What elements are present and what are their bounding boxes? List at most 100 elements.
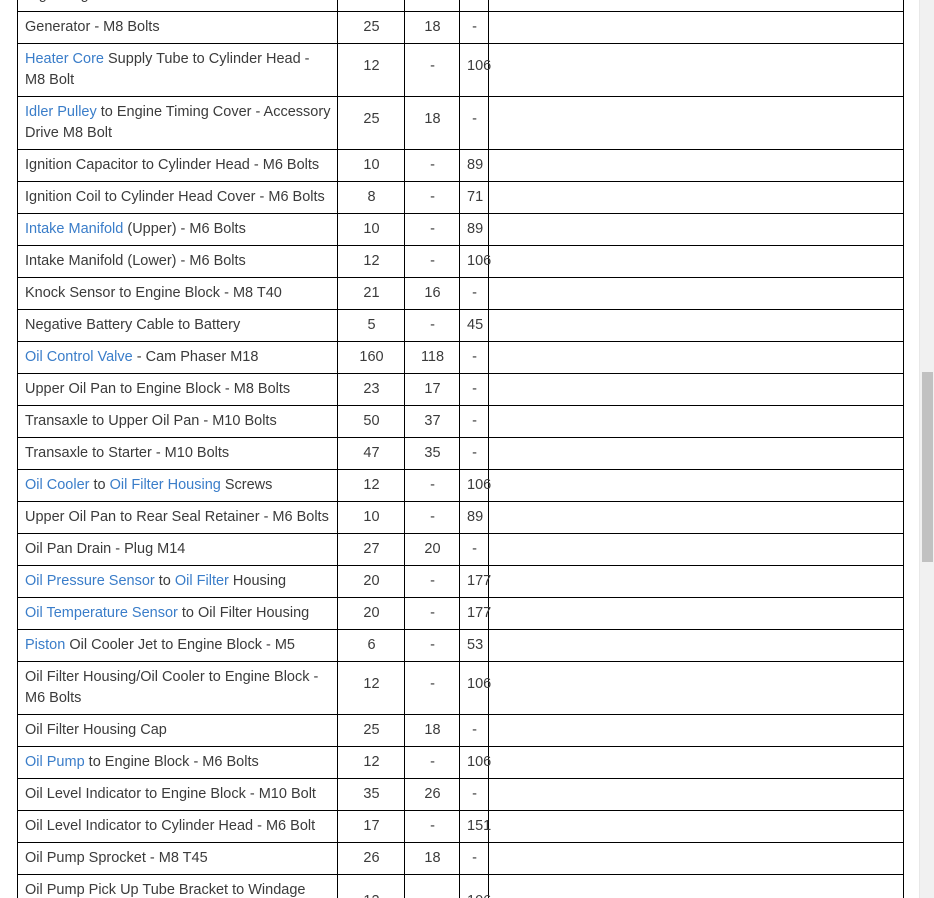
torque-lbft-cell: 18 (404, 714, 460, 748)
application-text: Generator - M8 Bolts (25, 19, 160, 36)
application-text: Upper Oil Pan to Engine Block - M8 Bolts (25, 381, 291, 398)
torque-notes-cell (488, 43, 904, 98)
torque-application-cell: Knock Sensor to Engine Block - M8 T40 (17, 277, 338, 311)
part-link[interactable]: Oil Filter Housing (109, 477, 221, 494)
torque-spec-table-container: Right Engine Mount Isolator to Frame 9570… (17, 0, 904, 898)
table-row: Knock Sensor to Engine Block - M8 T40 21 1… (17, 277, 904, 311)
part-link[interactable]: Oil Cooler (25, 477, 90, 494)
torque-lbin-cell: - (459, 533, 489, 567)
torque-lbft-cell: - (404, 629, 460, 663)
torque-notes-cell (488, 0, 904, 13)
torque-notes-cell (488, 341, 904, 375)
torque-lbft-cell: 18 (404, 842, 460, 876)
torque-nm-cell: 25 (337, 714, 405, 748)
part-link[interactable]: Oil Pressure Sensor (25, 573, 155, 590)
torque-lbft-cell: - (404, 309, 460, 343)
torque-lbft-cell: - (404, 501, 460, 535)
torque-notes-cell (488, 277, 904, 311)
torque-lbin-cell: 106 (459, 43, 491, 98)
vertical-scrollbar-thumb[interactable] (922, 372, 933, 562)
torque-lbft-cell: 20 (404, 533, 460, 567)
torque-lbin-cell: 89 (459, 149, 489, 183)
application-text: Oil Pump Pick Up Tube Bracket to Windage… (25, 882, 306, 898)
table-row: Oil Level Indicator to Cylinder Head - M… (17, 810, 904, 844)
torque-lbft-cell: - (404, 213, 460, 247)
application-text: Transaxle to Upper Oil Pan - M10 Bolts (25, 413, 277, 430)
torque-nm-cell: 23 (337, 373, 405, 407)
torque-application-cell: Transaxle to Starter - M10 Bolts (17, 437, 338, 471)
torque-notes-cell (488, 714, 904, 748)
torque-lbft-cell: 37 (404, 405, 460, 439)
torque-notes-cell (488, 501, 904, 535)
torque-application-cell: Upper Oil Pan to Rear Seal Retainer - M6… (17, 501, 338, 535)
application-text: Knock Sensor to Engine Block - M8 T40 (25, 285, 282, 302)
torque-notes-cell (488, 810, 904, 844)
torque-nm-cell: 20 (337, 597, 405, 631)
part-link[interactable]: Piston (25, 637, 66, 654)
part-link[interactable]: Idler Pulley (25, 104, 97, 121)
table-row: Transaxle to Upper Oil Pan - M10 Bolts 50… (17, 405, 904, 439)
part-link[interactable]: Heater Core (25, 51, 104, 68)
torque-lbin-cell: - (459, 437, 489, 471)
application-text: Upper Oil Pan to Rear Seal Retainer - M6… (25, 509, 329, 526)
part-link[interactable]: Oil Pump (25, 754, 85, 771)
torque-application-cell: Intake Manifold (Lower) - M6 Bolts (17, 245, 338, 279)
torque-lbin-cell: 71 (459, 181, 489, 215)
torque-notes-cell (488, 746, 904, 780)
torque-notes-cell (488, 597, 904, 631)
application-text: to (154, 573, 175, 590)
torque-application-cell: Oil Filter Housing/Oil Cooler to Engine … (17, 661, 338, 716)
torque-application-cell: Oil Filter Housing Cap (17, 714, 338, 748)
torque-lbft-cell: - (404, 245, 460, 279)
torque-application-cell: Upper Oil Pan to Engine Block - M8 Bolts (17, 373, 338, 407)
torque-application-cell: Oil Pump Sprocket - M8 T45 (17, 842, 338, 876)
torque-application-cell: Idler Pulley to Engine Timing Cover - Ac… (17, 96, 338, 151)
part-link[interactable]: Oil Control Valve (25, 349, 133, 366)
torque-lbin-cell: - (459, 714, 489, 748)
application-text: to Engine Block - M6 Bolts (84, 754, 259, 771)
part-link[interactable]: Oil Filter (174, 573, 229, 590)
application-text: to Oil Filter Housing (177, 605, 310, 622)
part-link[interactable]: Intake Manifold (25, 221, 124, 238)
torque-application-cell: Oil Control Valve - Cam Phaser M18 (17, 341, 338, 375)
vertical-scrollbar[interactable] (919, 0, 934, 898)
table-row: Generator - M8 Bolts 25 18- (17, 11, 904, 45)
torque-application-cell: Oil Cooler to Oil Filter Housing Screws (17, 469, 338, 503)
torque-notes-cell (488, 533, 904, 567)
torque-notes-cell (488, 842, 904, 876)
torque-nm-cell: 21 (337, 277, 405, 311)
torque-notes-cell (488, 96, 904, 151)
table-row: Oil Cooler to Oil Filter Housing Screws 1… (17, 469, 904, 503)
torque-lbin-cell: - (459, 373, 489, 407)
application-text: Oil Filter Housing Cap (25, 722, 167, 739)
torque-notes-cell (488, 149, 904, 183)
application-text: Oil Pump Sprocket - M8 T45 (25, 850, 208, 867)
application-text: Screws (220, 477, 273, 494)
table-row: Piston Oil Cooler Jet to Engine Block - … (17, 629, 904, 663)
torque-lbin-cell: 53 (459, 629, 489, 663)
torque-lbft-cell: 17 (404, 373, 460, 407)
torque-lbin-cell: - (459, 277, 489, 311)
torque-lbft-cell: - (404, 874, 460, 898)
table-row: Idler Pulley to Engine Timing Cover - Ac… (17, 96, 904, 151)
torque-application-cell: Generator - M8 Bolts (17, 11, 338, 45)
part-link[interactable]: Oil Temperature Sensor (25, 605, 178, 622)
table-row: Heater Core Supply Tube to Cylinder Head… (17, 43, 904, 98)
torque-lbft-cell: 16 (404, 277, 460, 311)
torque-nm-cell: 20 (337, 565, 405, 599)
torque-lbft-cell: 35 (404, 437, 460, 471)
table-row: Upper Oil Pan to Rear Seal Retainer - M6… (17, 501, 904, 535)
torque-application-cell: Oil Temperature Sensor to Oil Filter Hou… (17, 597, 338, 631)
torque-application-cell: Ignition Capacitor to Cylinder Head - M6… (17, 149, 338, 183)
torque-lbin-cell: 106 (459, 661, 491, 716)
torque-nm-cell: 12 (337, 874, 405, 898)
torque-lbin-cell: - (459, 405, 489, 439)
torque-lbft-cell: 18 (404, 96, 460, 151)
torque-nm-cell: 17 (337, 810, 405, 844)
application-text: to (89, 477, 110, 494)
torque-lbin-cell: - (459, 11, 489, 45)
torque-notes-cell (488, 778, 904, 812)
table-row: Oil Pump Pick Up Tube Bracket to Windage… (17, 874, 904, 898)
torque-lbft-cell: 18 (404, 11, 460, 45)
torque-lbft-cell: - (404, 746, 460, 780)
